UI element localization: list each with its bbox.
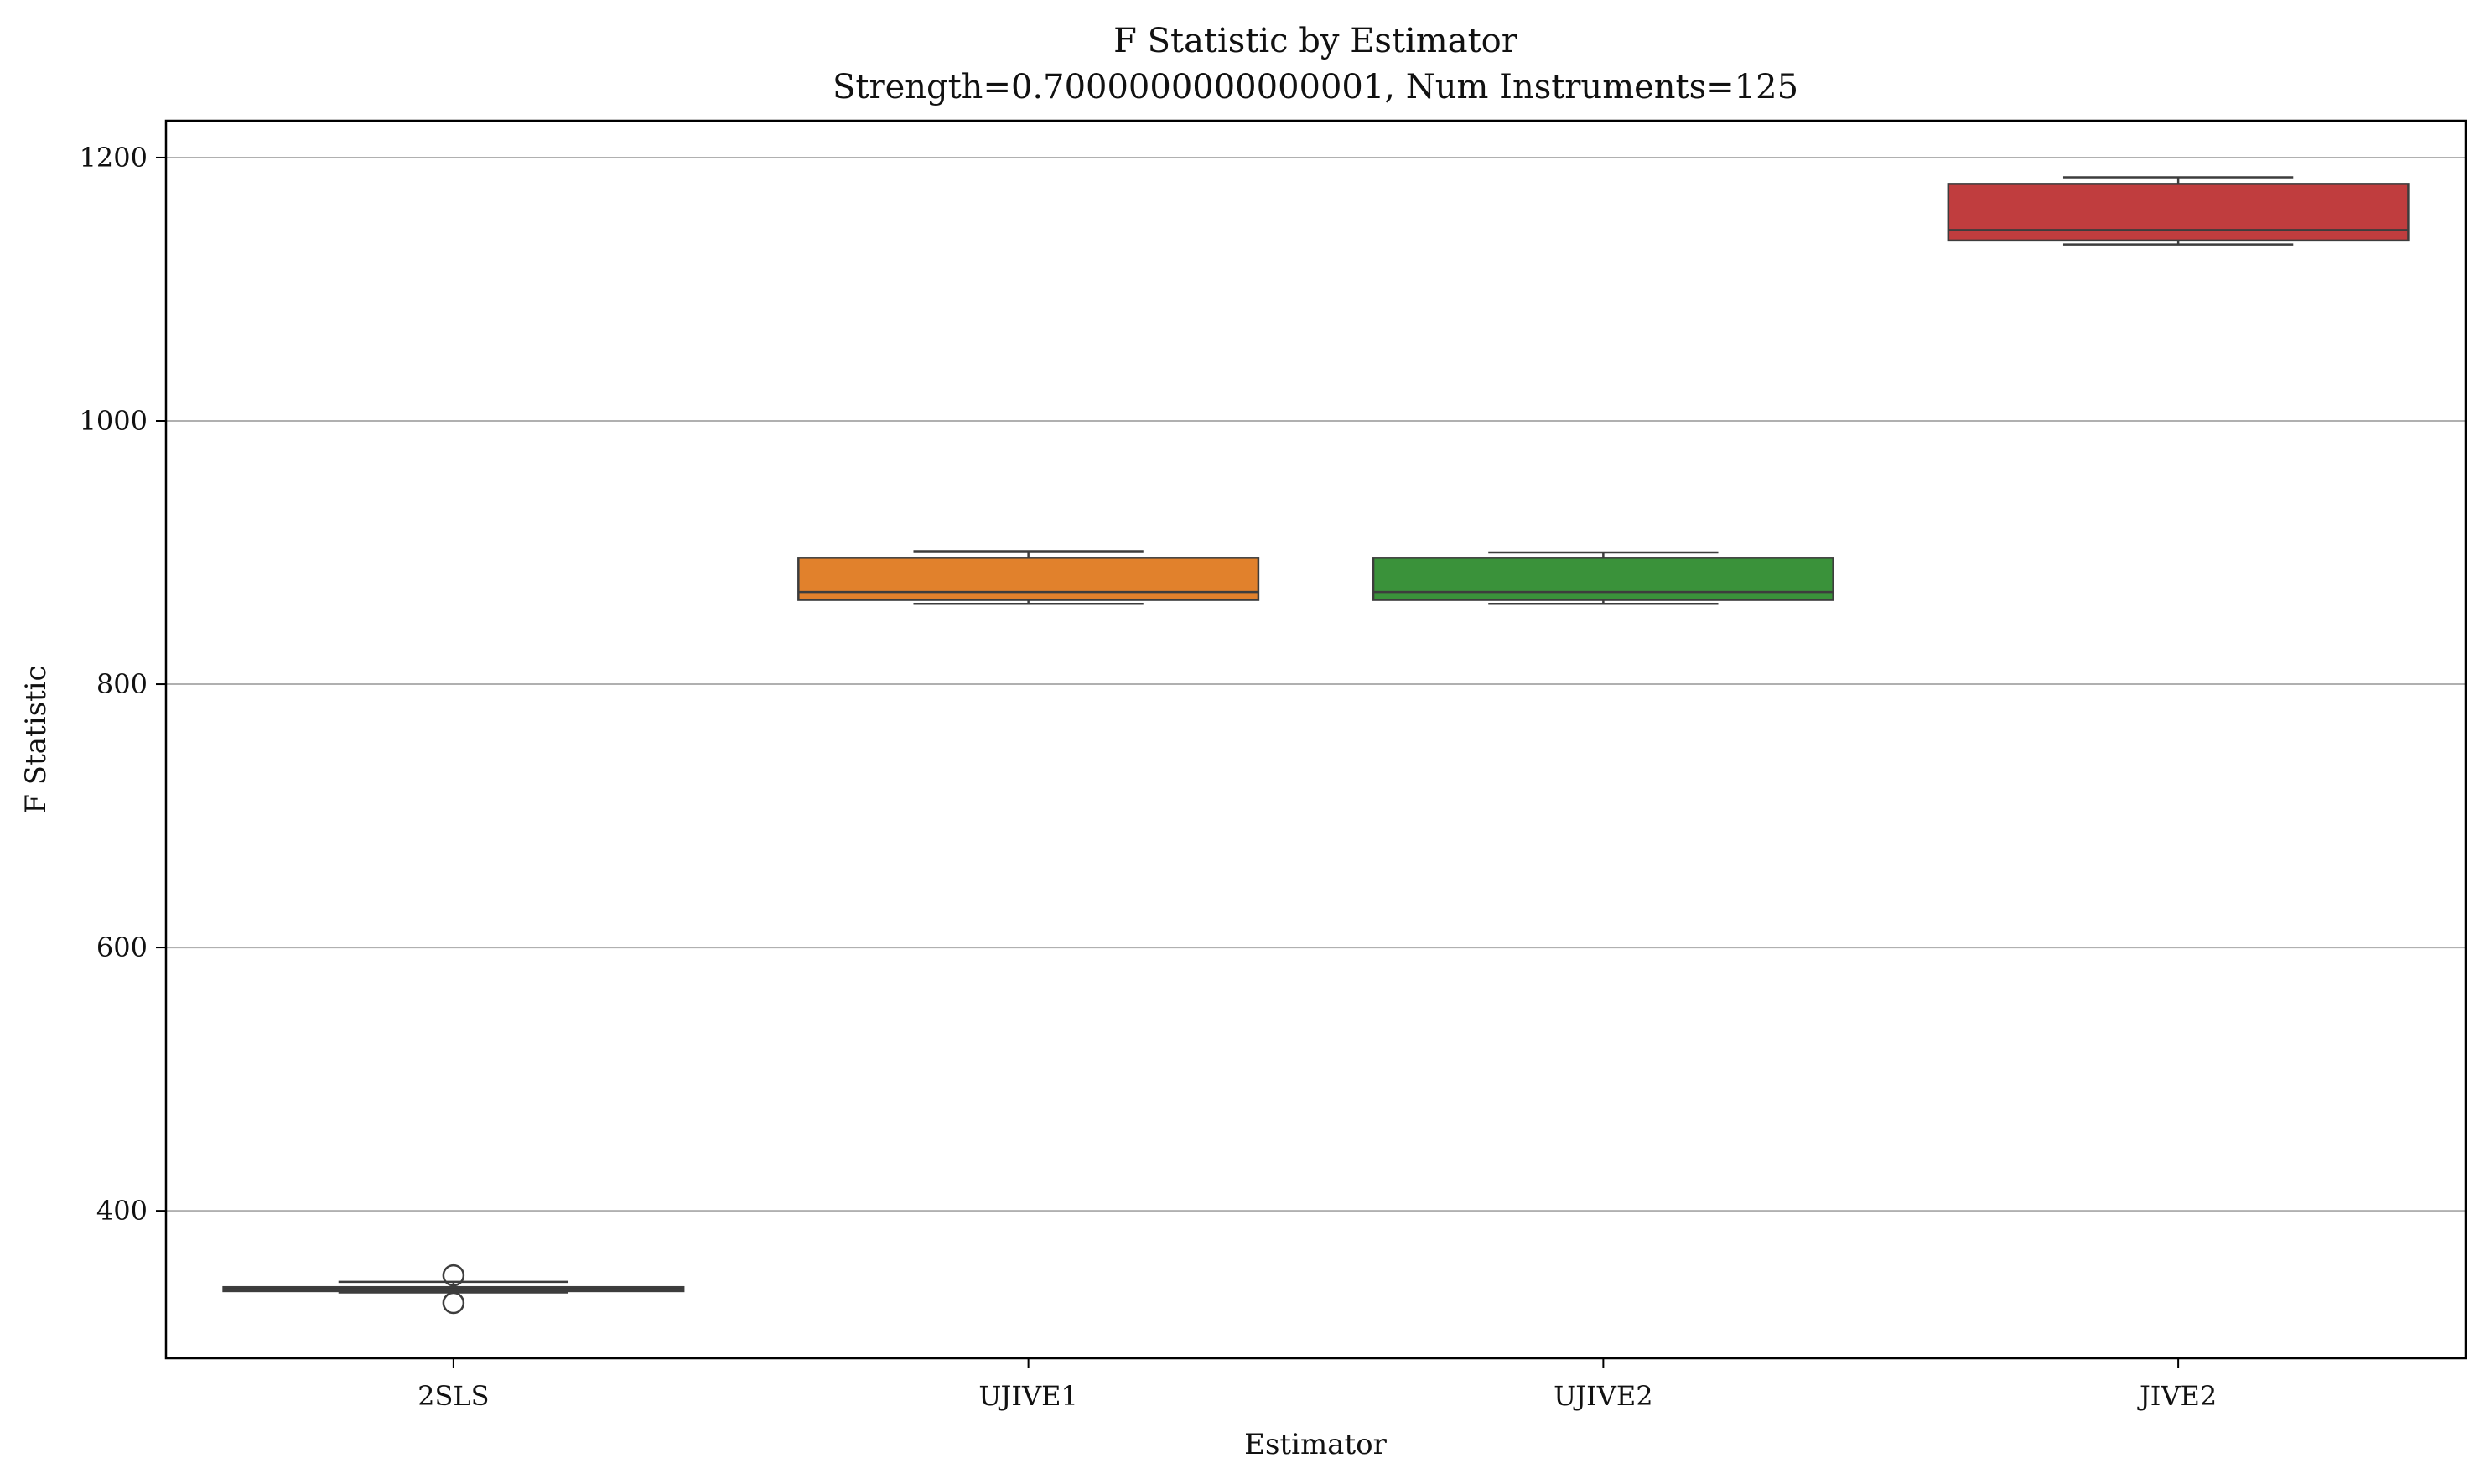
interquartile-box: [1947, 183, 2410, 242]
box-layer: [222, 176, 2410, 1315]
interquartile-box: [797, 557, 1260, 601]
x-axis-label: Estimator: [1244, 1428, 1387, 1461]
interquartile-box: [1372, 557, 1834, 601]
x-tick-label: JIVE2: [2137, 1380, 2217, 1412]
chart-subtitle: Strength=0.7000000000000001, Num Instrum…: [833, 68, 1798, 106]
box-ujive2: [1372, 551, 1834, 605]
y-tick-label: 400: [96, 1195, 148, 1227]
chart-title: F Statistic by Estimator: [1113, 22, 1518, 60]
box-2sls: [222, 1263, 685, 1315]
x-tick-label: 2SLS: [418, 1380, 489, 1412]
y-tick-label: 1000: [80, 405, 148, 437]
y-tick-label: 1200: [80, 142, 148, 174]
box-ujive1: [797, 550, 1260, 605]
outlier-point: [442, 1263, 465, 1287]
y-gridlines: [166, 156, 2466, 1212]
y-axis-label: F Statistic: [19, 665, 53, 813]
y-tick-label: 600: [96, 931, 148, 963]
y-tick-label: 800: [96, 668, 148, 700]
box-jive2: [1947, 176, 2410, 246]
x-tick-label: UJIVE1: [978, 1380, 1077, 1412]
outlier-point: [442, 1291, 465, 1315]
tick-layer: 400 600 800 1000 1200 2SLS UJIVE1 UJIVE2 JIVE2: [80, 142, 2218, 1412]
x-tick-label: UJIVE2: [1554, 1380, 1652, 1412]
plot-frame: [164, 119, 2467, 1360]
